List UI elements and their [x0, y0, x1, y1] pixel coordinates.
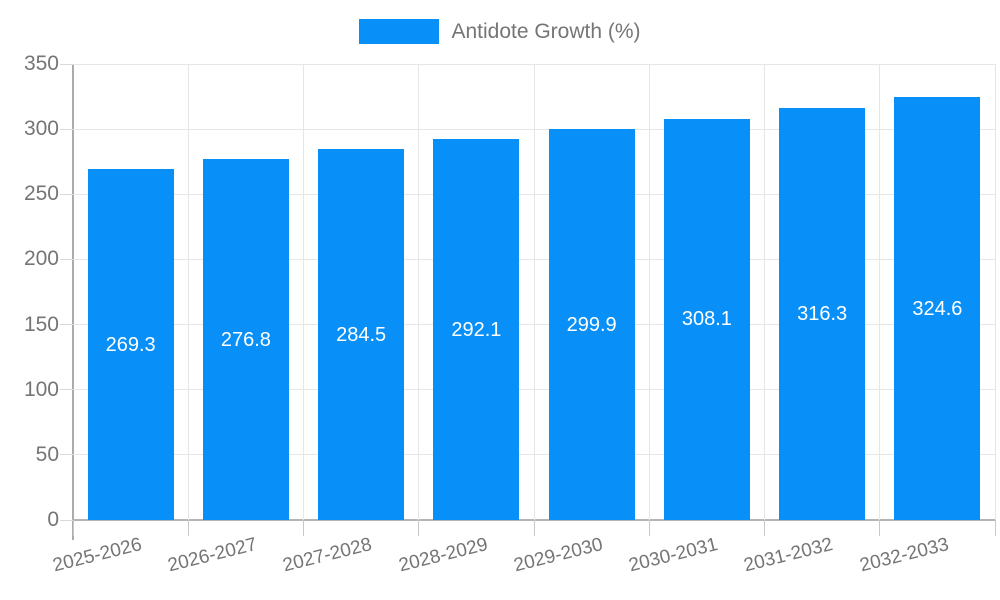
x-gridline: [303, 64, 304, 520]
x-gridline: [648, 64, 650, 520]
y-axis-tick: [60, 63, 73, 65]
x-axis-label: 2030-2031: [626, 534, 720, 577]
bar-value-label: 308.1: [681, 308, 732, 331]
x-gridline: [533, 64, 535, 520]
x-gridline: [879, 64, 881, 520]
legend[interactable]: Antidote Growth (%): [0, 19, 1000, 44]
x-axis-tick: [994, 520, 996, 536]
y-axis-tick-label: 0: [47, 508, 59, 531]
bar[interactable]: [87, 169, 174, 520]
y-axis-tick: [60, 128, 73, 130]
bar-value-label: 284.5: [336, 323, 387, 346]
y-axis-tick-label: 300: [23, 117, 59, 141]
bar[interactable]: [202, 159, 289, 520]
y-axis-tick-label: 150: [23, 312, 59, 336]
y-axis-tick: [60, 324, 73, 326]
x-axis-label: 2031-2032: [741, 534, 836, 577]
bar-value-label: 269.3: [105, 333, 156, 356]
plot-area: 0 50 100 150 200 250 300 350 269.3 2025-2026 276.8…: [24, 53, 996, 576]
bar[interactable]: [663, 118, 750, 520]
x-axis-tick: [879, 520, 881, 536]
x-axis-label: 2028-2029: [396, 534, 490, 577]
bar-value-label: 299.9: [566, 313, 617, 336]
x-axis-tick: [648, 520, 650, 536]
legend-swatch: [359, 19, 440, 44]
x-axis-tick: [418, 520, 420, 536]
x-axis-label: 2029-2030: [511, 534, 605, 577]
bar-value-label: 276.8: [220, 328, 271, 351]
bar[interactable]: [779, 107, 866, 520]
y-axis-tick: [60, 258, 73, 260]
x-axis-tick: [764, 520, 765, 536]
bar-value-label: 292.1: [451, 318, 502, 341]
x-axis-tick: [72, 520, 74, 536]
x-axis-label: 2026-2027: [165, 534, 259, 577]
bar[interactable]: [548, 129, 635, 520]
y-axis-tick-label: 250: [23, 182, 59, 206]
x-axis-label: 2032-2033: [857, 534, 951, 577]
y-axis-tick: [60, 193, 73, 195]
x-axis-tick: [303, 520, 304, 536]
y-axis-tick-label: 50: [35, 442, 59, 466]
x-axis-tick: [533, 520, 535, 536]
legend-label: Antidote Growth (%): [451, 19, 641, 43]
bar[interactable]: [894, 97, 981, 520]
x-gridline: [187, 64, 189, 520]
bar[interactable]: [318, 149, 405, 520]
x-axis-label: 2025-2026: [50, 534, 144, 577]
bar-value-label: 316.3: [797, 302, 848, 325]
x-gridline: [418, 64, 420, 520]
bar[interactable]: [433, 139, 520, 520]
y-axis-tick-label: 350: [23, 52, 59, 75]
x-axis-tick: [187, 520, 189, 536]
x-axis-label: 2027-2028: [280, 534, 375, 577]
y-axis-tick-label: 200: [23, 247, 59, 271]
bar-value-label: 324.6: [912, 297, 963, 320]
x-gridline: [764, 64, 765, 520]
y-axis-line: [72, 64, 74, 540]
y-axis-tick: [60, 454, 73, 456]
y-axis-tick: [60, 389, 73, 391]
x-gridline: [994, 64, 996, 520]
y-axis-tick-label: 100: [23, 377, 59, 401]
y-axis-tick: [60, 519, 73, 521]
